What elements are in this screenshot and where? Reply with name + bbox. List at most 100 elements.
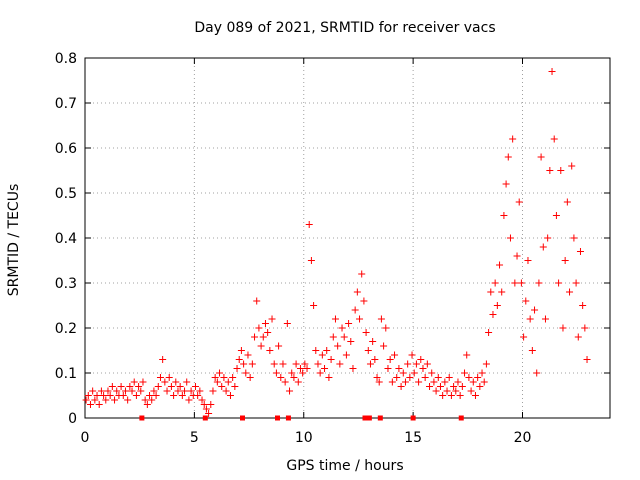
- data-point: [421, 374, 429, 381]
- plot-frame: [84, 57, 611, 419]
- data-point: [395, 365, 403, 372]
- zero-mark: [202, 415, 208, 421]
- data-point: [548, 68, 556, 75]
- data-point: [511, 279, 519, 287]
- data-point: [397, 383, 405, 390]
- data-point: [257, 342, 265, 350]
- data-point: [229, 374, 237, 381]
- data-point: [237, 347, 245, 354]
- data-point: [299, 369, 307, 377]
- data-point: [181, 387, 189, 395]
- zero-mark: [366, 415, 372, 421]
- data-point: [146, 392, 154, 399]
- data-point: [356, 315, 364, 323]
- data-point: [476, 383, 484, 390]
- data-point: [487, 288, 495, 296]
- data-point: [371, 356, 379, 363]
- data-point: [288, 369, 296, 377]
- axes: [84, 57, 611, 419]
- data-point: [211, 374, 219, 381]
- x-tick-label: 20: [514, 430, 532, 446]
- data-point: [572, 279, 580, 287]
- y-tick-label: 0.4: [55, 231, 77, 247]
- zero-mark: [285, 415, 291, 421]
- data-point: [165, 374, 173, 381]
- data-point: [535, 279, 543, 287]
- data-point: [108, 383, 116, 390]
- y-tick-label: 0.5: [55, 186, 77, 202]
- data-point: [178, 392, 186, 399]
- data-point: [441, 378, 449, 386]
- data-point: [570, 234, 578, 242]
- data-point: [566, 288, 574, 296]
- data-point: [268, 315, 276, 323]
- data-point: [279, 360, 287, 368]
- data-point: [148, 396, 156, 404]
- data-point: [574, 333, 582, 341]
- data-point: [185, 396, 193, 404]
- data-point: [213, 378, 221, 386]
- data-point: [156, 374, 164, 381]
- data-point: [194, 392, 202, 399]
- data-point: [224, 378, 232, 386]
- data-point: [480, 378, 488, 386]
- data-point: [137, 387, 145, 395]
- data-point: [546, 167, 554, 174]
- zero-mark: [377, 415, 383, 421]
- data-point: [191, 383, 199, 390]
- data-point: [581, 324, 589, 332]
- data-point: [539, 243, 547, 251]
- data-point: [292, 360, 300, 368]
- data-point: [377, 315, 385, 323]
- x-tick-label: 5: [190, 430, 199, 446]
- data-point: [290, 374, 298, 381]
- data-point: [97, 387, 105, 395]
- data-point: [485, 329, 493, 336]
- data-point: [93, 392, 101, 399]
- y-axis-label: SRMTID / TECUs: [6, 184, 22, 297]
- data-point: [303, 365, 311, 372]
- data-point: [415, 378, 423, 386]
- data-point: [286, 387, 294, 395]
- data-point: [393, 374, 401, 381]
- data-point: [152, 392, 160, 399]
- data-point: [312, 347, 320, 354]
- data-point: [253, 297, 261, 305]
- data-point: [318, 351, 326, 359]
- data-point: [242, 369, 250, 377]
- x-ticks: 0 5 10 15 20: [81, 58, 532, 446]
- data-point: [126, 383, 134, 390]
- data-point: [159, 356, 167, 363]
- data-point: [452, 387, 460, 395]
- data-point: [517, 279, 525, 287]
- y-tick-label: 0.6: [55, 141, 77, 157]
- data-point: [430, 378, 438, 386]
- data-point: [552, 212, 560, 219]
- data-point: [270, 360, 278, 368]
- data-point: [172, 378, 180, 386]
- data-point: [408, 351, 416, 359]
- data-point: [209, 387, 217, 395]
- data-point: [345, 320, 353, 327]
- data-point: [561, 257, 569, 264]
- data-point: [493, 302, 501, 309]
- data-point: [82, 396, 90, 404]
- data-point: [524, 257, 532, 264]
- data-point: [533, 369, 541, 377]
- data-point: [338, 324, 346, 332]
- data-point: [336, 360, 344, 368]
- data-point: [296, 365, 304, 372]
- y-tick-label: 0.2: [55, 321, 77, 337]
- data-point: [423, 360, 431, 368]
- data-point: [183, 378, 191, 386]
- data-point: [275, 342, 283, 350]
- data-point: [231, 383, 239, 390]
- data-point: [187, 387, 195, 395]
- data-point: [124, 396, 132, 404]
- data-point: [436, 383, 444, 390]
- data-point: [463, 351, 471, 359]
- data-point: [528, 347, 536, 354]
- data-point: [447, 392, 455, 399]
- data-point: [478, 369, 486, 377]
- data-point: [128, 387, 136, 395]
